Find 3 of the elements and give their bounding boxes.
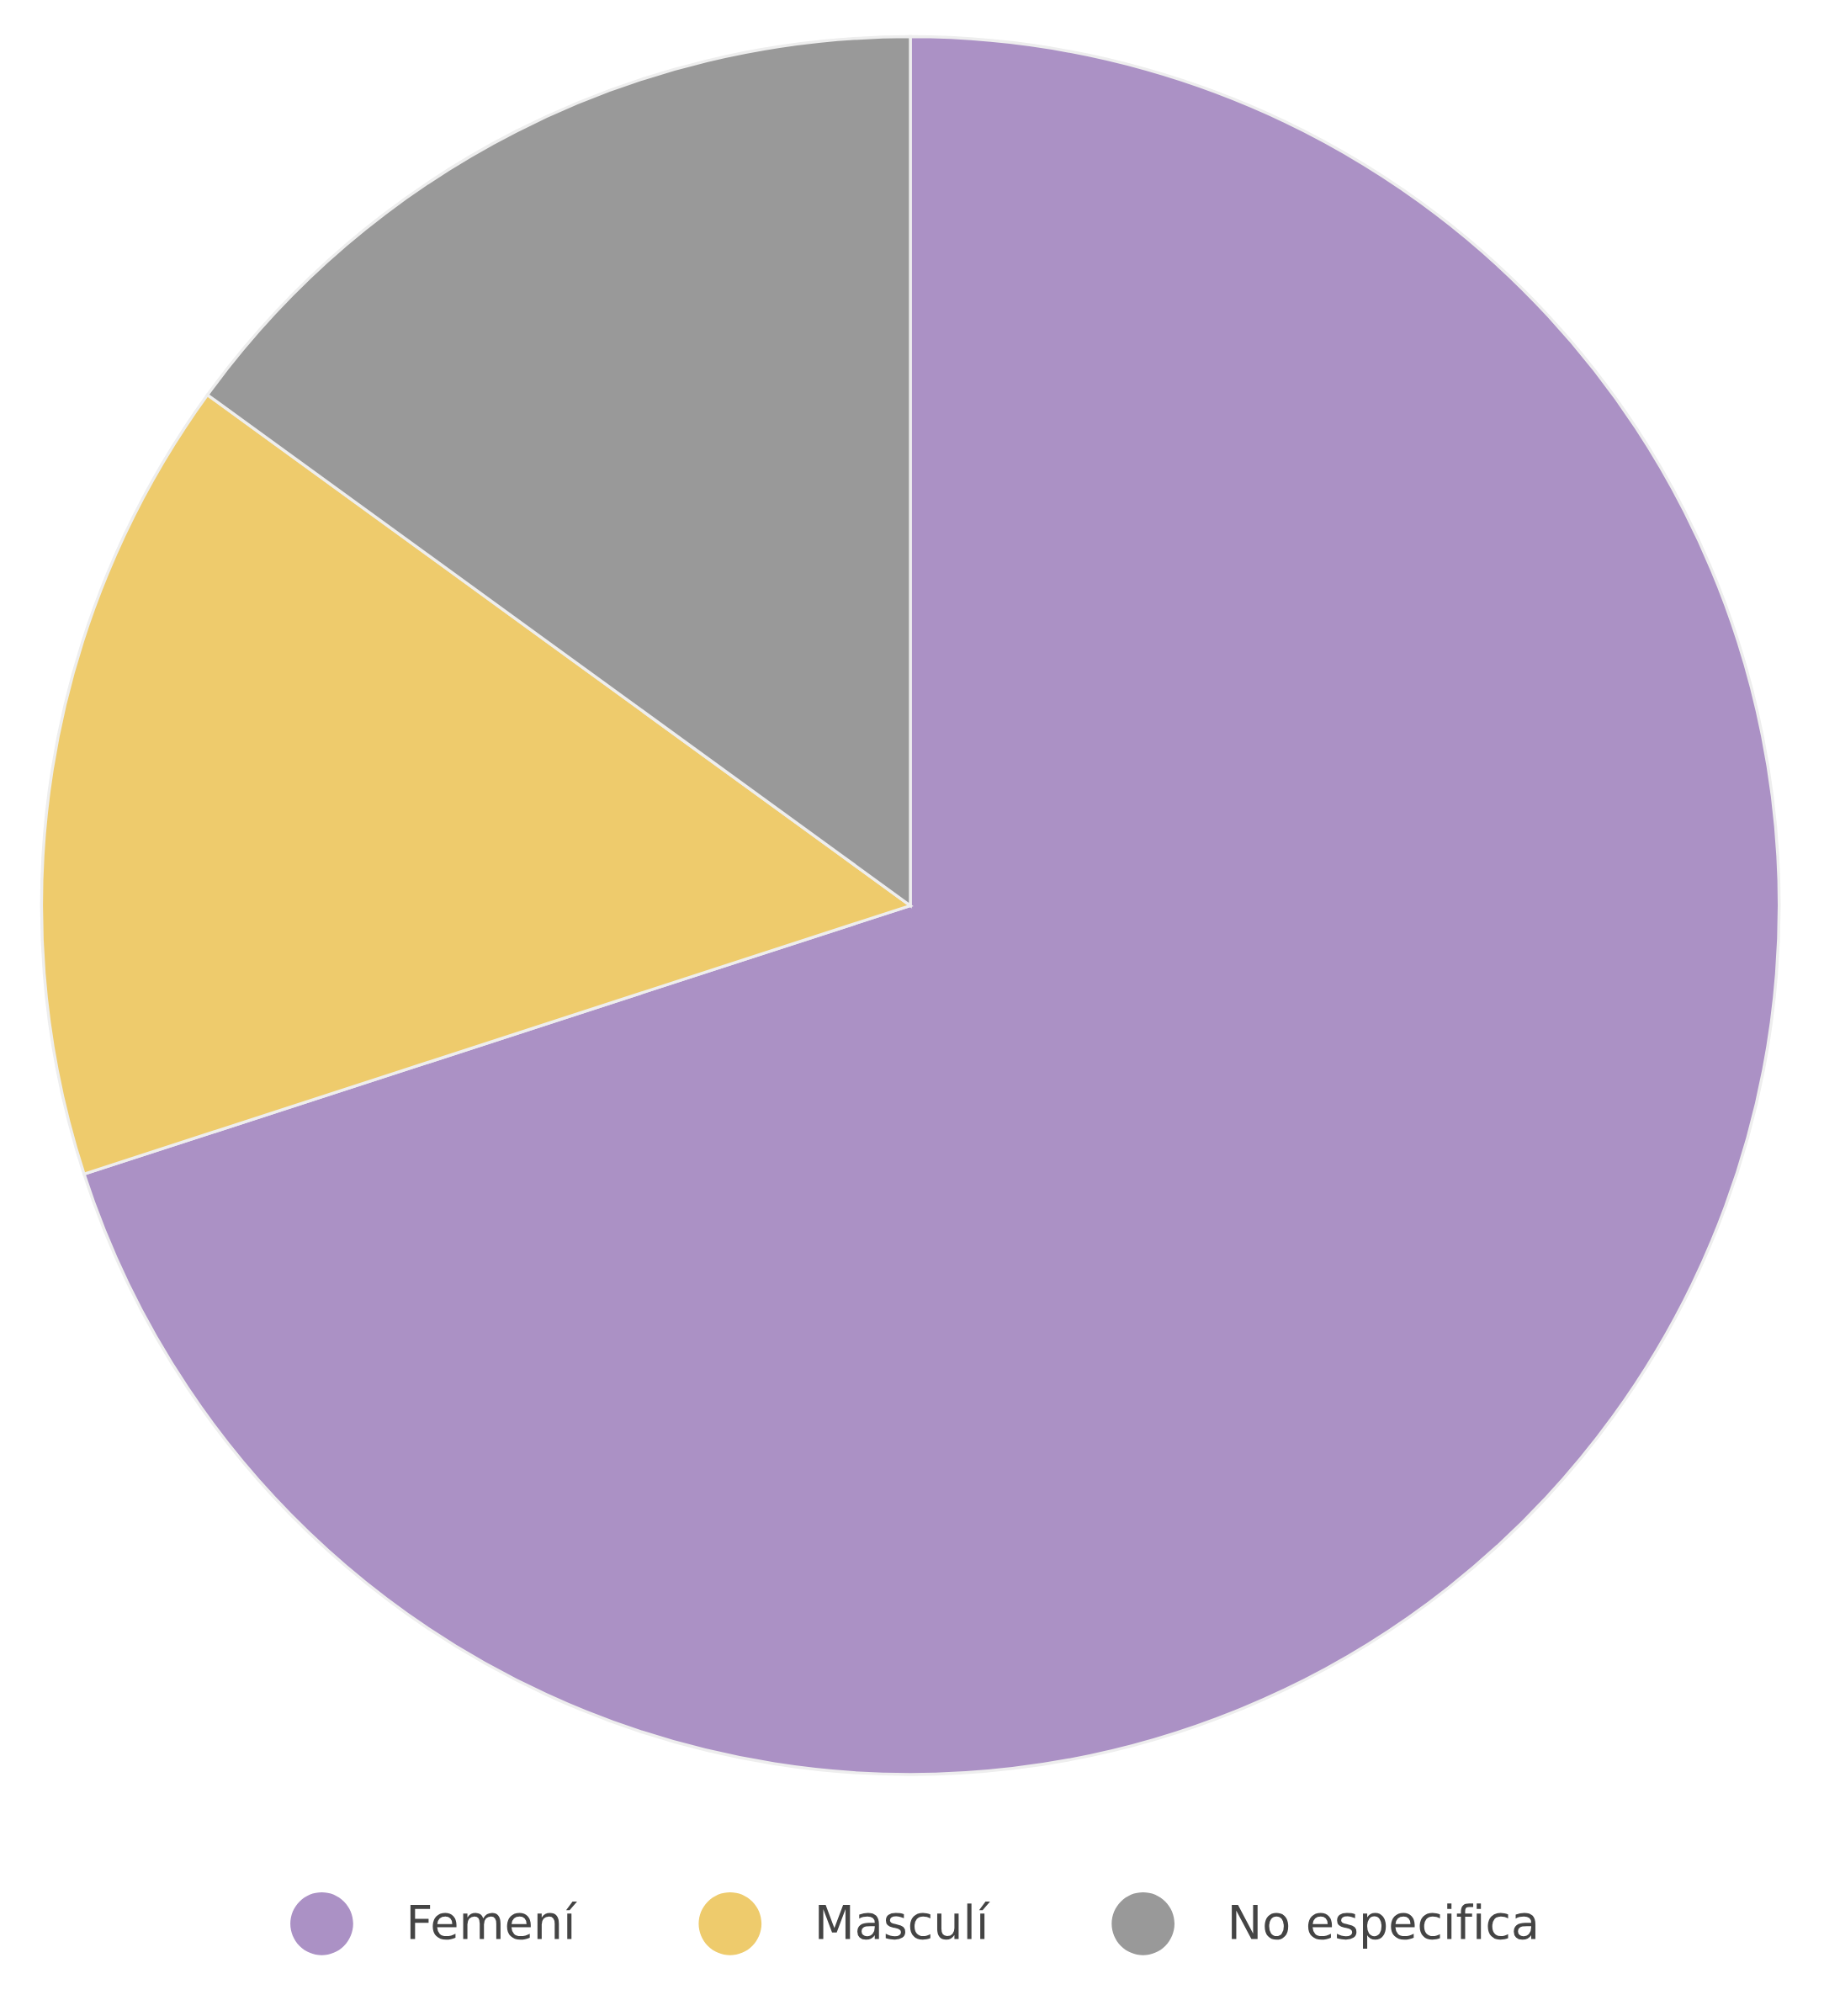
legend-label: Masculí [819,1902,990,1940]
slice-label: Femení [410,1902,577,1940]
legend-label: No especifica [1232,1903,1535,1950]
